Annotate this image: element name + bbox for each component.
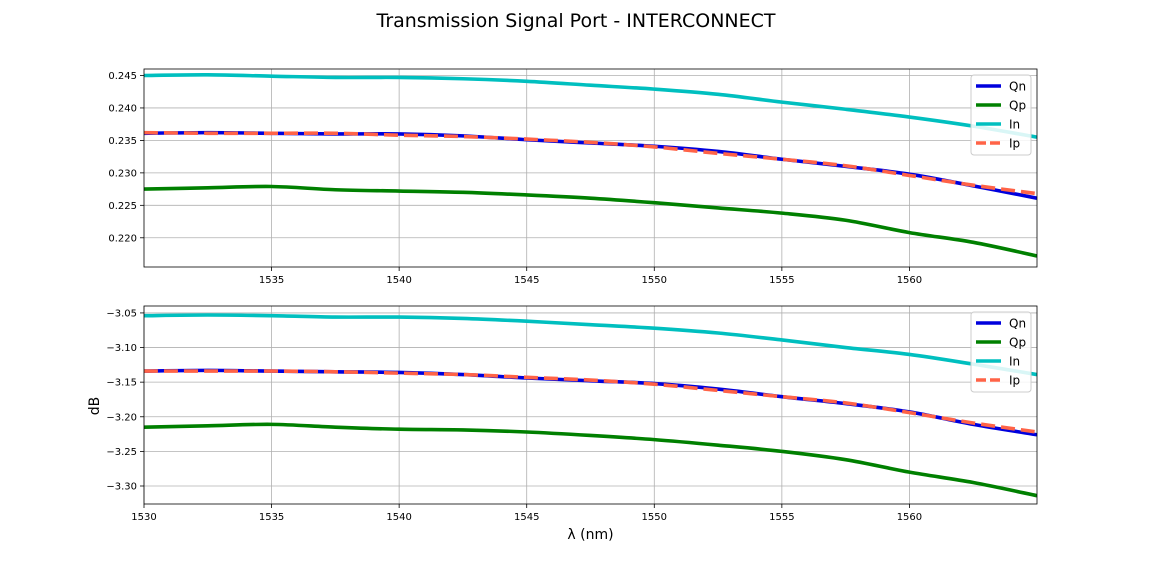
legend-label-ip: Ip (1009, 374, 1020, 388)
x-tick-label: 1540 (386, 512, 411, 523)
subplot-1: 1535 1540 1545 1550 1555 1560 0.220 0.225 0.230 0… (108, 68, 1038, 286)
figure-title: Transmission Signal Port - INTERCONNECT (376, 10, 776, 32)
legend-label-qn: Qn (1009, 80, 1026, 94)
subplot-2: 1530 1535 1540 1545 1550 1555 1560 −3.05 −3.10 −3… (87, 305, 1038, 543)
x-tick-label: 1560 (897, 512, 922, 523)
legend: Qn Qp In Ip (970, 74, 1032, 156)
y-tick-label: 0.235 (108, 136, 137, 147)
legend-label-in: In (1009, 355, 1020, 369)
y-tick-label: 0.240 (108, 103, 137, 114)
y-tick-label: −3.15 (106, 378, 137, 389)
series-line-qp (144, 422, 1037, 498)
y-tick-label: 0.225 (108, 201, 137, 212)
x-tick-label: 1535 (259, 512, 284, 523)
series-line-ip (144, 369, 1037, 434)
x-tick-label: 1545 (514, 275, 539, 286)
legend: Qn Qp In Ip (970, 311, 1032, 393)
plots-container: 1535 1540 1545 1550 1555 1560 0.220 0.225 0.230 0… (87, 68, 1038, 543)
legend-box (970, 74, 1032, 156)
x-tick-label: 1545 (514, 512, 539, 523)
x-tick-label: 1535 (259, 275, 284, 286)
y-tick-label: 0.230 (108, 168, 137, 179)
y-axis-label: dB (87, 397, 103, 416)
x-tick-label: 1555 (769, 275, 794, 286)
series-line-in (144, 73, 1037, 139)
x-axis-label: λ (nm) (567, 527, 613, 543)
series-line-qp (144, 184, 1037, 258)
series-line-ip (144, 130, 1037, 196)
y-tick-label: 0.220 (108, 233, 137, 244)
y-tick-label: 0.245 (108, 71, 137, 82)
series-line-in (144, 313, 1037, 377)
y-tick-label: −3.25 (106, 447, 137, 458)
axes-frame (143, 68, 1038, 268)
legend-label-in: In (1009, 118, 1020, 132)
y-tick-label: −3.10 (106, 343, 137, 354)
x-tick-label: 1530 (131, 512, 156, 523)
legend-label-ip: Ip (1009, 137, 1020, 151)
series-lines (144, 313, 1037, 498)
legend-label-qp: Qp (1009, 336, 1026, 350)
x-tick-label: 1560 (897, 275, 922, 286)
x-tick-label: 1550 (642, 275, 667, 286)
legend-label-qn: Qn (1009, 317, 1026, 331)
y-tick-label: −3.05 (106, 308, 137, 319)
legend-box (970, 311, 1032, 393)
x-tick-label: 1550 (642, 512, 667, 523)
x-tick-label: 1540 (386, 275, 411, 286)
axes-frame (143, 305, 1038, 505)
y-tick-label: −3.20 (106, 412, 137, 423)
y-tick-label: −3.30 (106, 482, 137, 493)
legend-label-qp: Qp (1009, 99, 1026, 113)
series-lines (144, 73, 1037, 258)
x-tick-label: 1555 (769, 512, 794, 523)
